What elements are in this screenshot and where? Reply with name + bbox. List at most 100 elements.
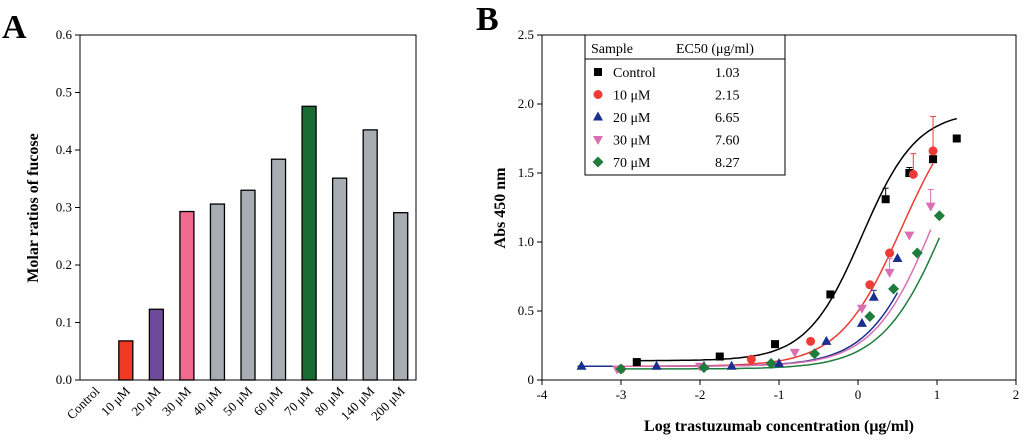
legend-sample-name: 70 μM [613,156,651,171]
panel-b-axis-ticks: -4 -3 -2 -1 0 1 2 0 0.5 1.0 1.5 2.0 2.5 [518,27,1020,402]
data-point-4-0 [615,363,627,375]
legend-ec50-value: 2.15 [715,89,740,104]
data-point-2-1 [651,360,662,370]
ec50-table: Sample EC50 (μg/ml) Control 1.03 10 μM 2.15… [584,34,786,176]
panel-a-label: A [2,9,27,46]
data-point-1-5 [908,169,918,179]
panel-a-y-tick-label: 0.4 [56,142,73,157]
data-point-3-2 [789,348,800,358]
data-point-3-4 [884,268,895,278]
bar-7 [301,105,317,381]
legend-marker-3 [593,136,603,145]
panel-b-x-tick-label: -4 [537,387,548,402]
data-point-0-7 [952,134,961,143]
panel-b-label: B [476,1,499,38]
panel-b-y-tick-label: 0 [528,372,535,387]
panel-a-x-tick-label: 40 μM [189,383,225,419]
panel-b-x-tick-label: -2 [695,387,706,402]
bar-1 [118,340,134,381]
legend-ec50-value: 8.27 [715,156,740,171]
legend-marker-2 [593,111,603,121]
bar-6 [270,158,287,381]
data-point-1-3 [865,280,875,290]
ec50-table-border [584,34,786,176]
data-point-1-4 [885,248,895,258]
bar-4 [209,203,226,381]
legend-ec50-value: 1.03 [715,66,740,81]
bar-2 [148,308,165,381]
legend-sample-name: 20 μM [613,111,651,126]
data-point-4-6 [911,247,923,259]
data-point-2-3 [726,360,737,370]
data-point-4-2 [765,357,777,369]
panel-a-bars [118,105,409,381]
panel-a-y-tick-label: 0.3 [56,200,72,215]
panel-b-y-tick-label: 0.5 [518,303,534,318]
panel-a-y-ticks: 0.0 0.1 0.2 0.3 0.4 0.5 0.6 [56,27,80,387]
legend-sample-name: Control [613,66,656,81]
data-point-2-4 [774,357,784,367]
data-point-4-5 [888,283,900,295]
legend-ec50-value: 7.60 [715,134,740,149]
data-point-3-5 [904,231,915,241]
panel-a-x-tick-label: Control [64,383,103,422]
panel-b-data-points [576,115,961,375]
panel-b-y-axis-label: Abs 450 nm [492,167,509,249]
data-point-2-0 [576,360,587,370]
data-point-2-7 [868,291,879,301]
panel-a-x-tick-label: 60 μM [250,383,286,419]
legend-sample-name: 10 μM [613,89,651,104]
data-point-3-6 [925,202,936,212]
panel-b-x-tick-label: 2 [1013,387,1020,402]
panel-a-y-tick-label: 0.6 [56,27,73,42]
data-point-0-6 [929,155,938,164]
panel-a-y-tick-label: 0.0 [56,372,72,387]
data-point-0-4 [881,195,890,204]
data-point-4-1 [698,362,710,374]
panel-b-x-tick-label: -3 [616,387,627,402]
data-point-4-4 [864,311,876,323]
fit-curve-4 [617,237,941,370]
legend-sample-name: 30 μM [613,134,651,149]
panel-a-y-axis-label: Molar ratios of fucose [25,133,42,282]
panel-b-y-tick-label: 1.5 [518,165,534,180]
bar-3 [179,210,195,381]
data-point-3-3 [856,304,867,314]
data-point-2-8 [892,253,903,263]
data-point-0-3 [826,290,835,299]
data-point-1-2 [806,336,816,346]
bar-10 [393,212,409,381]
bar-9 [362,129,378,381]
panel-b-x-axis-label: Log trastuzumab concentration (μg/ml) [644,418,914,435]
panel-a-y-tick-label: 0.2 [56,257,72,272]
legend-marker-0 [594,68,602,76]
panel-a-x-tick-label: 20 μM [128,383,164,419]
panel-a-x-tick-label: 10 μM [98,383,134,419]
data-point-2-6 [856,317,867,327]
panel-a-x-tick-label: 30 μM [159,383,195,419]
panel-a-x-tick-label: 70 μM [281,383,317,419]
panel-b-y-tick-label: 2.5 [518,27,534,42]
legend-marker-1 [593,90,603,99]
panel-a-x-tick-label: 50 μM [220,383,256,419]
data-point-2-5 [821,335,832,345]
ec50-table-header-ec50: EC50 (μg/ml) [676,42,754,57]
legend-marker-4 [592,156,604,168]
bar-8 [331,177,348,381]
ec50-table-rows: Control 1.03 10 μM 2.15 20 μM 6.65 30 μM 7.60 70… [592,66,740,171]
panel-a-y-tick-label: 0.1 [56,315,72,330]
data-point-4-3 [809,348,821,360]
panel-a-x-tick-label: 200 μM [368,383,408,423]
ec50-table-header-sample: Sample [591,42,633,57]
panel-b-x-tick-label: 0 [855,387,862,402]
panel-b-x-tick-label: 1 [934,387,941,402]
data-point-0-0 [632,358,641,367]
panel-b-y-tick-label: 2.0 [518,96,534,111]
data-point-1-1 [746,354,756,364]
panel-b-y-tick-label: 1.0 [518,234,534,249]
fit-curve-0 [632,117,957,362]
data-point-4-7 [933,210,945,222]
legend-ec50-value: 6.65 [715,111,740,126]
